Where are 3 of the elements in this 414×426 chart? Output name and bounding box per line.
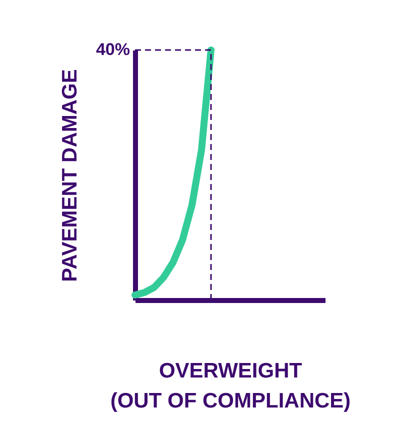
text: 40%	[96, 40, 130, 59]
y-axis-title: PAVEMENT DAMAGE	[58, 69, 82, 282]
x-axis-title: OVERWEIGHT (OUT OF COMPLIANCE)	[110, 360, 351, 412]
